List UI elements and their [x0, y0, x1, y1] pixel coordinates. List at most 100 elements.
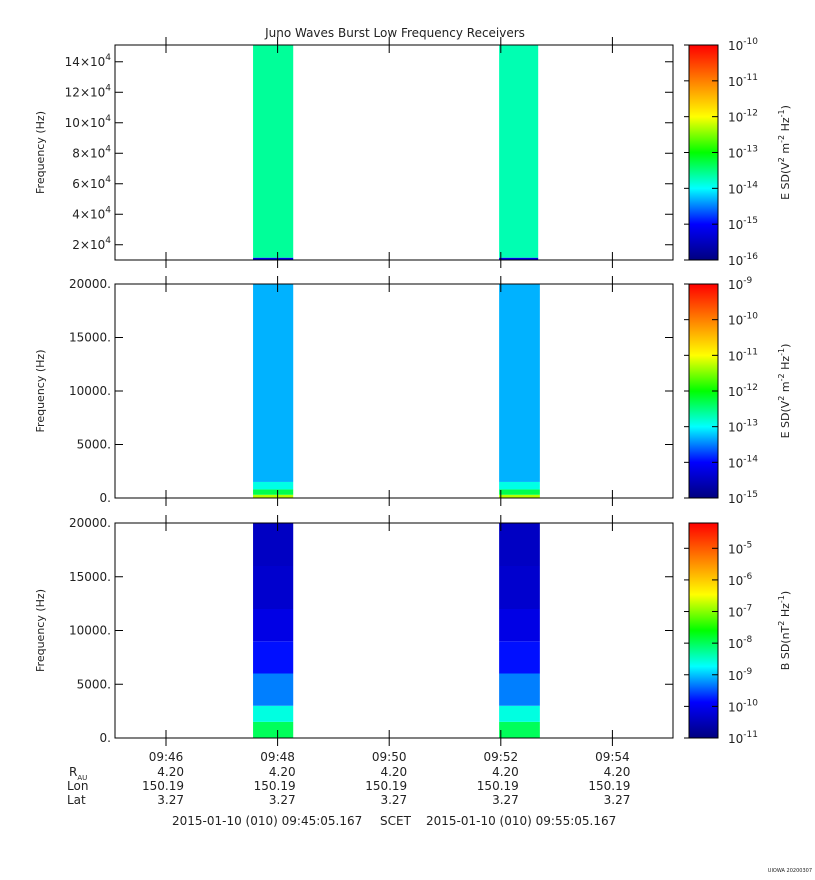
tick-exponent: -11 — [743, 73, 758, 83]
colorbar-label: E SD(V2 m-2 Hz-1) — [777, 344, 792, 439]
label-sup: -1 — [777, 109, 786, 117]
label-text: m — [779, 381, 792, 395]
label-text: ) — [779, 105, 792, 109]
colorbar-tick-label: 10-6 — [728, 572, 753, 588]
colorbar-tick-label: 10-9 — [728, 276, 753, 292]
tick-base: 10 — [728, 111, 743, 125]
tick-exponent: -16 — [743, 252, 758, 262]
ephemeris-value: 150.19 — [365, 779, 407, 793]
tick-exponent: -10 — [743, 37, 758, 47]
tick-base: 10 — [728, 732, 743, 746]
tick-exponent: 4 — [105, 144, 111, 154]
spectrogram-cell — [253, 523, 294, 566]
colorbar-tick-label: 10-11 — [728, 73, 758, 89]
ephemeris-value: 4.20 — [269, 765, 296, 779]
colorbar-tick-label: 10-13 — [728, 419, 758, 435]
ephemeris-value: 3.27 — [380, 793, 407, 807]
tick-exponent: -9 — [743, 667, 752, 677]
label-sup: -1 — [777, 595, 786, 603]
plot-frame — [114, 522, 674, 739]
ephemeris-value: 150.19 — [588, 779, 630, 793]
tick-base: 10 — [728, 574, 743, 588]
tick-exponent: -11 — [743, 347, 758, 357]
ephemeris-value: 3.27 — [269, 793, 296, 807]
x-tick-label: 09:46 — [149, 750, 184, 764]
tick-base: 10 — [728, 492, 743, 506]
ephemeris-label: Lon — [67, 779, 88, 793]
figure-title: Juno Waves Burst Low Frequency Receivers — [264, 26, 525, 40]
colorbar-tick-label: 10-14 — [728, 454, 758, 470]
tick-exponent: 4 — [105, 53, 111, 63]
x-tick-label: 09:50 — [372, 750, 407, 764]
spectrogram-cell — [499, 284, 540, 482]
y-tick-label: 5000. — [77, 438, 111, 452]
tick-exponent: -11 — [743, 730, 758, 740]
colorbar-tick-label: 10-12 — [728, 383, 758, 399]
y-tick-label: 15000. — [69, 331, 111, 345]
colorbar-tick-label: 10-10 — [728, 698, 758, 714]
label-text: Hz — [779, 117, 792, 135]
y-tick-label: 0. — [100, 491, 111, 505]
ephemeris-value: 4.20 — [492, 765, 519, 779]
colorbar-tick-label: 10-10 — [728, 312, 758, 328]
ephemeris-value: 4.20 — [157, 765, 184, 779]
y-axis-label: Frequency (Hz) — [34, 350, 47, 433]
ephemeris-name: R — [69, 765, 77, 779]
colorbar-tick-label: 10-12 — [728, 109, 758, 125]
colorbar-label: B SD(nT2 Hz-1) — [777, 591, 792, 670]
spectrogram-cell — [253, 721, 294, 738]
credit: UIOWA 20200307 — [768, 868, 812, 874]
label-sup: 2 — [777, 621, 786, 626]
tick-base: 12×10 — [65, 85, 106, 99]
spectrogram-cell — [253, 705, 294, 722]
tick-base: 10 — [728, 669, 743, 683]
tick-exponent: -14 — [743, 180, 758, 190]
tick-base: 10 — [728, 254, 743, 268]
ephemeris-value: 150.19 — [477, 779, 519, 793]
x-tick-label: 09:54 — [595, 750, 630, 764]
tick-base: 10 — [728, 385, 743, 399]
spectrogram-cell — [499, 721, 540, 738]
tick-exponent: -13 — [743, 145, 758, 155]
tick-exponent: -5 — [743, 540, 752, 550]
tick-exponent: -15 — [743, 490, 758, 500]
ephemeris-value: 150.19 — [254, 779, 296, 793]
tick-exponent: -7 — [743, 604, 752, 614]
spectrogram-cell — [499, 489, 540, 495]
tick-exponent: -6 — [743, 572, 752, 582]
colorbar — [688, 522, 719, 739]
ephemeris-value: 3.27 — [492, 793, 519, 807]
label-text: m — [779, 143, 792, 157]
footer-end: 2015-01-10 (010) 09:55:05.167 — [426, 814, 616, 828]
label-text: E SD(V — [779, 162, 792, 200]
plot-frame — [114, 283, 674, 499]
spectrogram-cell — [253, 284, 294, 482]
colorbar-tick-label: 10-16 — [728, 252, 758, 268]
tick-exponent: -12 — [743, 109, 758, 119]
label-sup: 2 — [777, 396, 786, 401]
spectrogram-cell — [499, 481, 540, 490]
tick-exponent: -10 — [743, 312, 758, 322]
tick-base: 10 — [728, 314, 743, 328]
y-tick-label: 10000. — [69, 384, 111, 398]
spectrogram-cell — [253, 494, 294, 498]
colorbar-tick-label: 10-5 — [728, 540, 752, 556]
spectrogram-cell — [253, 609, 294, 642]
tick-exponent: -9 — [743, 276, 752, 286]
spectrogram-cell — [499, 673, 540, 706]
y-tick-label: 14×104 — [65, 53, 112, 69]
x-tick-label: 09:48 — [260, 750, 295, 764]
label-sup: -1 — [777, 348, 786, 356]
y-tick-label: 20000. — [69, 277, 111, 291]
ephemeris-value: 3.27 — [157, 793, 184, 807]
tick-base: 10 — [728, 606, 743, 620]
ephemeris-value: 4.20 — [604, 765, 631, 779]
tick-base: 10 — [728, 278, 743, 292]
tick-base: 10 — [728, 637, 743, 651]
ephemeris-value: 150.19 — [142, 779, 184, 793]
colorbar-tick-label: 10-15 — [728, 490, 758, 506]
ephemeris-label: Lat — [67, 793, 86, 807]
spectrogram-cell — [499, 494, 540, 498]
colorbar-tick-label: 10-14 — [728, 180, 758, 196]
tick-base: 10 — [728, 147, 743, 161]
